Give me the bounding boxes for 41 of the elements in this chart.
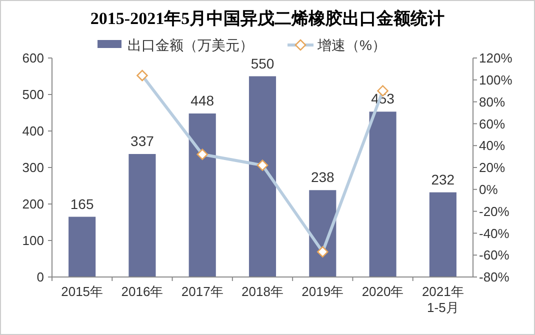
data-label: 337 bbox=[130, 132, 154, 149]
y2-tick-label: 120% bbox=[479, 50, 513, 66]
legend-label: 出口金额（万美元） bbox=[128, 36, 254, 53]
data-label: 448 bbox=[190, 92, 214, 108]
y2-tick-label: -20% bbox=[479, 204, 510, 219]
y2-tick-label: -40% bbox=[479, 226, 510, 241]
x-tick-label: 2021年 1-5月 bbox=[422, 284, 464, 315]
y2-tick-label: 20% bbox=[479, 160, 506, 176]
y-tick-label: 300 bbox=[22, 160, 44, 176]
y2-tick-label: 60% bbox=[479, 116, 506, 132]
bar bbox=[248, 76, 276, 277]
y2-tick-label: -80% bbox=[479, 270, 510, 285]
data-label: 550 bbox=[250, 55, 274, 72]
y2-tick-label: 80% bbox=[479, 94, 506, 110]
y2-tick-label: 40% bbox=[479, 138, 506, 154]
y2-tick-label: -60% bbox=[479, 248, 510, 263]
chart-title: 2015-2021年5月中国异戊二烯橡胶出口金额统计 bbox=[90, 9, 445, 28]
bar bbox=[188, 113, 216, 277]
y2-tick-label: 100% bbox=[479, 72, 513, 88]
x-tick-label: 2019年 bbox=[302, 284, 344, 299]
legend-label: 增速（%） bbox=[316, 36, 386, 53]
x-tick-label: 2015年 bbox=[61, 284, 104, 299]
y-tick-label: 0 bbox=[36, 270, 44, 285]
x-tick-label: 2020年 bbox=[362, 284, 404, 299]
bar bbox=[429, 192, 456, 277]
bar bbox=[309, 190, 336, 277]
data-label: 238 bbox=[310, 169, 335, 186]
x-tick-label: 2016年 bbox=[121, 284, 164, 299]
y-tick-label: 600 bbox=[22, 50, 44, 66]
x-tick-label: 2018年 bbox=[242, 284, 284, 299]
y-tick-label: 100 bbox=[22, 233, 44, 248]
bar bbox=[128, 154, 156, 277]
y2-tick-label: 0% bbox=[479, 182, 498, 197]
bar bbox=[68, 216, 96, 277]
data-label: 165 bbox=[70, 196, 94, 212]
data-label: 232 bbox=[431, 171, 455, 188]
y-tick-label: 500 bbox=[22, 87, 44, 102]
bar bbox=[369, 112, 396, 277]
y-tick-label: 400 bbox=[22, 124, 44, 139]
y-tick-label: 200 bbox=[22, 196, 44, 212]
x-tick-label: 2017年 bbox=[181, 284, 224, 299]
